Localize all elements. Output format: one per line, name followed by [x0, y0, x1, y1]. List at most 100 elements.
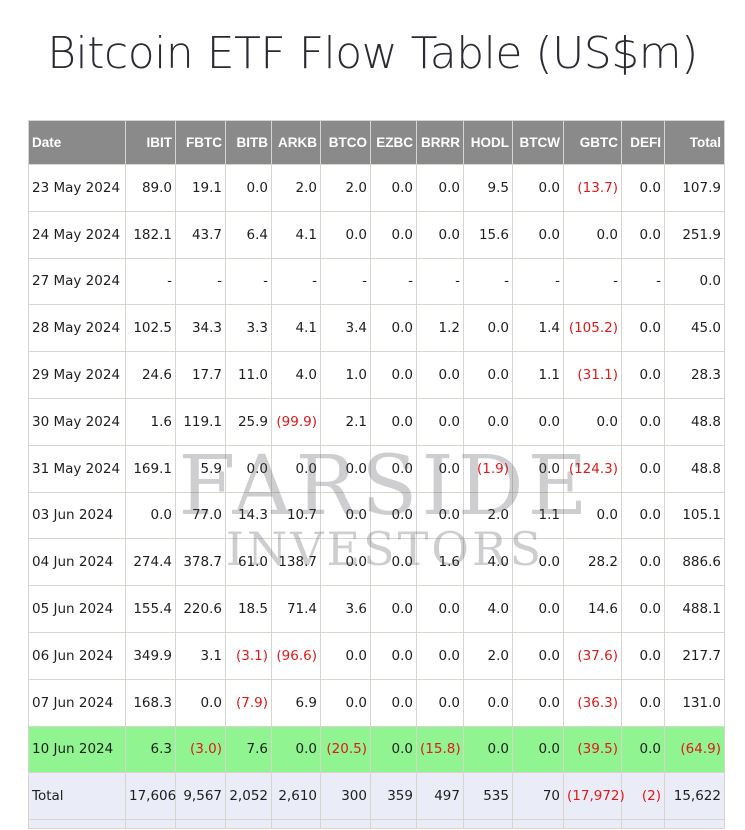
flow-cell-hodl: 0.0	[463, 678, 513, 727]
flow-cell-bitb: 11.0	[225, 351, 272, 399]
row-date-cell: 24 May 2024	[28, 210, 126, 259]
flow-cell-btcw: 0.0	[512, 725, 564, 774]
column-header-ibit[interactable]: IBIT	[125, 120, 176, 165]
flow-cell-fbtc: (3.0)	[175, 725, 226, 774]
flow-cell-ezbc: 0.0	[370, 631, 417, 680]
table-row: 03 Jun 2024 0.0 77.0 14.3 10.7 0.0 0.0 0.0 2.0 1.…	[28, 491, 725, 540]
flow-cell-total: 107.9	[664, 164, 725, 212]
flow-cell-defi: 0.0	[621, 397, 665, 446]
flow-cell-gbtc: (105.2)	[563, 304, 622, 353]
flow-cell-ibit: 182.1	[125, 210, 176, 259]
flow-cell-fbtc: 119.1	[175, 397, 226, 446]
column-header-defi[interactable]: DEFI	[621, 120, 665, 165]
flow-cell-hodl: 0.0	[463, 304, 513, 353]
column-header-ezbc[interactable]: EZBC	[370, 120, 417, 165]
flow-cell-ezbc: 0.0	[370, 444, 417, 493]
total-cell-bitb: 2,052	[225, 772, 272, 821]
flow-cell-ibit: 349.9	[125, 631, 176, 680]
column-header-gbtc[interactable]: GBTC	[563, 120, 622, 165]
flow-cell-ezbc: 0.0	[370, 678, 417, 727]
total-cell-hodl: 535	[463, 772, 513, 821]
flow-cell-ibit: 24.6	[125, 351, 176, 399]
flow-cell-bitb: -	[225, 257, 272, 306]
total-cell-ezbc: 359	[370, 772, 417, 821]
table-row-partial	[28, 819, 725, 830]
flow-cell-btco: -	[320, 257, 371, 306]
column-header-fbtc[interactable]: FBTC	[175, 120, 226, 165]
flow-cell-defi: -	[621, 257, 665, 306]
column-header-total[interactable]: Total	[664, 120, 725, 165]
table-row: 04 Jun 2024 274.4 378.7 61.0 138.7 0.0 0.0 1.6 4…	[28, 538, 725, 587]
column-header-bitb[interactable]: BITB	[225, 120, 272, 165]
total-cell-btcw: 70	[512, 772, 564, 821]
flow-cell-total: 48.8	[664, 444, 725, 493]
flow-cell-ezbc: 0.0	[370, 725, 417, 774]
flow-cell-arkb: 10.7	[271, 491, 321, 540]
flow-cell-hodl: 2.0	[463, 491, 513, 540]
table-body: 23 May 2024 89.0 19.1 0.0 2.0 2.0 0.0 0.0 9.5 0.0…	[28, 164, 725, 830]
column-header-hodl[interactable]: HODL	[463, 120, 513, 165]
flow-cell-gbtc: -	[563, 257, 622, 306]
flow-cell-hodl: 0.0	[463, 725, 513, 774]
flow-cell-bitb: 6.4	[225, 210, 272, 259]
flow-cell-btco: 2.1	[320, 397, 371, 446]
flow-cell-brrr: 1.2	[416, 304, 464, 353]
flow-cell-btcw: 0.0	[512, 164, 564, 212]
row-date-cell: 29 May 2024	[28, 351, 126, 399]
row-date-cell: 31 May 2024	[28, 444, 126, 493]
column-header-btcw[interactable]: BTCW	[512, 120, 564, 165]
flow-cell-gbtc: (39.5)	[563, 725, 622, 774]
row-date-cell: 23 May 2024	[28, 164, 126, 212]
flow-cell-arkb: 138.7	[271, 538, 321, 587]
flow-cell-total: 886.6	[664, 538, 725, 587]
flow-cell-gbtc: (13.7)	[563, 164, 622, 212]
table-row: 10 Jun 2024 6.3 (3.0) 7.6 0.0 (20.5) 0.0 (15.8)…	[28, 725, 725, 774]
row-date-cell: 28 May 2024	[28, 304, 126, 353]
flow-cell-fbtc: 19.1	[175, 164, 226, 212]
flow-cell-total: 105.1	[664, 491, 725, 540]
flow-cell-brrr: 0.0	[416, 351, 464, 399]
empty-cell	[125, 819, 176, 830]
total-cell-defi: (2)	[621, 772, 665, 821]
flow-cell-ezbc: 0.0	[370, 351, 417, 399]
etf-flow-table: Date IBIT FBTC BITB ARKB BTCO EZBC BRRR HODL BTCW…	[28, 120, 725, 830]
column-header-btco[interactable]: BTCO	[320, 120, 371, 165]
flow-cell-arkb: (99.9)	[271, 397, 321, 446]
flow-cell-total: 488.1	[664, 585, 725, 633]
flow-cell-btco: 0.0	[320, 678, 371, 727]
flow-cell-total: 48.8	[664, 397, 725, 446]
flow-cell-arkb: -	[271, 257, 321, 306]
flow-cell-hodl: 0.0	[463, 351, 513, 399]
flow-cell-ezbc: 0.0	[370, 304, 417, 353]
empty-cell	[463, 819, 513, 830]
flow-cell-ibit: 89.0	[125, 164, 176, 212]
column-header-date[interactable]: Date	[28, 120, 126, 165]
table-row: 31 May 2024 169.1 5.9 0.0 0.0 0.0 0.0 0.0 (1.9) 0…	[28, 444, 725, 493]
total-cell-fbtc: 9,567	[175, 772, 226, 821]
flow-cell-btcw: 0.0	[512, 538, 564, 587]
flow-cell-defi: 0.0	[621, 444, 665, 493]
flow-cell-ibit: 155.4	[125, 585, 176, 633]
flow-cell-bitb: 3.3	[225, 304, 272, 353]
column-header-arkb[interactable]: ARKB	[271, 120, 321, 165]
flow-cell-ibit: -	[125, 257, 176, 306]
flow-cell-fbtc: 3.1	[175, 631, 226, 680]
flow-cell-btcw: 1.4	[512, 304, 564, 353]
flow-cell-ezbc: -	[370, 257, 417, 306]
row-date-cell: 07 Jun 2024	[28, 678, 126, 727]
total-cell-total: 15,622	[664, 772, 725, 821]
flow-cell-btcw: 0.0	[512, 444, 564, 493]
flow-cell-gbtc: (36.3)	[563, 678, 622, 727]
flow-cell-bitb: 61.0	[225, 538, 272, 587]
flow-cell-defi: 0.0	[621, 164, 665, 212]
flow-cell-ezbc: 0.0	[370, 210, 417, 259]
table-row: 05 Jun 2024 155.4 220.6 18.5 71.4 3.6 0.0 0.0 4.…	[28, 585, 725, 633]
table-row: 23 May 2024 89.0 19.1 0.0 2.0 2.0 0.0 0.0 9.5 0.0…	[28, 164, 725, 212]
flow-cell-bitb: 25.9	[225, 397, 272, 446]
flow-cell-bitb: (7.9)	[225, 678, 272, 727]
flow-cell-ezbc: 0.0	[370, 397, 417, 446]
flow-cell-defi: 0.0	[621, 585, 665, 633]
column-header-brrr[interactable]: BRRR	[416, 120, 464, 165]
table-header-row: Date IBIT FBTC BITB ARKB BTCO EZBC BRRR HODL BTCW…	[28, 120, 725, 165]
flow-cell-btcw: 1.1	[512, 351, 564, 399]
